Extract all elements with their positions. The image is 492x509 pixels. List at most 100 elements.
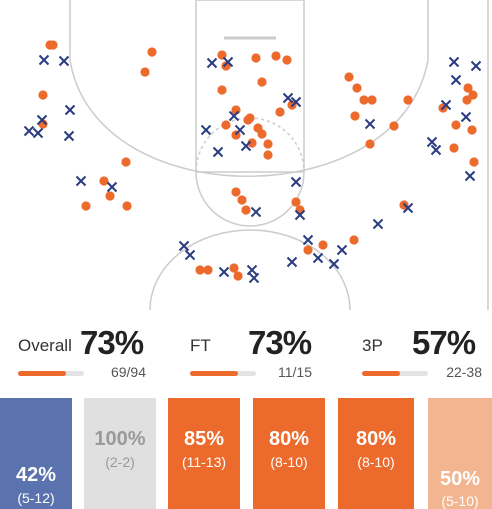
- missed-shot-marker: [250, 206, 262, 218]
- made-shot-marker: [147, 47, 157, 57]
- stat-bar: [190, 371, 256, 376]
- missed-shot-marker: [290, 96, 302, 108]
- missed-shot-marker: [234, 124, 246, 136]
- court-svg: [23, 0, 489, 310]
- stat-ft: FT 73% 11/15: [190, 322, 315, 382]
- missed-shot-marker: [212, 146, 224, 158]
- stat-label: FT: [190, 336, 211, 355]
- stat-label: Overall: [18, 336, 72, 355]
- made-shot-marker: [403, 95, 413, 105]
- made-shot-marker: [195, 265, 205, 275]
- made-shot-marker: [352, 83, 362, 93]
- stat-percentage: 73%: [80, 324, 144, 361]
- missed-shot-marker: [38, 54, 50, 66]
- stat-bar-fill: [190, 371, 238, 376]
- missed-shot-marker: [426, 136, 438, 148]
- missed-shot-marker: [184, 249, 196, 261]
- zone-tile: 50% (5-10): [428, 398, 492, 509]
- missed-shot-marker: [200, 124, 212, 136]
- missed-shots: [23, 54, 482, 284]
- made-shot-marker: [99, 176, 109, 186]
- missed-shot-marker: [106, 181, 118, 193]
- zone-ratio: (8-10): [357, 454, 395, 470]
- zone-percentage: 100%: [94, 428, 146, 450]
- missed-shot-marker: [248, 272, 260, 284]
- zone-tile: 80% (8-10): [338, 398, 414, 509]
- missed-shot-marker: [464, 170, 476, 182]
- made-shot-marker: [48, 40, 58, 50]
- zone-percentage: 80%: [355, 428, 397, 450]
- made-shot-marker: [359, 95, 369, 105]
- zone-ratio: (5-10): [441, 493, 479, 509]
- missed-shot-marker: [240, 140, 252, 152]
- missed-shot-marker: [228, 110, 240, 122]
- made-shot-marker: [221, 120, 231, 130]
- made-shot-marker: [81, 201, 91, 211]
- missed-shot-marker: [364, 118, 376, 130]
- made-shot-marker: [282, 55, 292, 65]
- made-shot-marker: [251, 53, 261, 63]
- made-shot-marker: [263, 150, 273, 160]
- made-shot-marker: [140, 67, 150, 77]
- missed-shot-marker: [448, 56, 460, 68]
- three-point-line: [69, 0, 429, 177]
- made-shot-marker: [367, 95, 377, 105]
- made-shot-marker: [122, 201, 132, 211]
- made-shot-marker: [365, 139, 375, 149]
- missed-shot-marker: [36, 114, 48, 126]
- made-shots: [38, 40, 479, 281]
- zone-tile: 42% (5-12): [0, 398, 72, 509]
- missed-shot-marker: [312, 252, 324, 264]
- made-shot-marker: [247, 138, 257, 148]
- zone-percentage: 80%: [268, 428, 310, 450]
- missed-shot-marker: [450, 74, 462, 86]
- made-shot-marker: [231, 187, 241, 197]
- made-shot-marker: [318, 240, 328, 250]
- missed-shot-marker: [64, 104, 76, 116]
- court-lines: [40, 0, 489, 310]
- missed-shot-marker: [178, 240, 190, 252]
- stat-ratio: 69/94: [110, 364, 146, 380]
- zone-ratio: (8-10): [270, 454, 308, 470]
- made-shot-marker: [468, 90, 478, 100]
- paint-box: [195, 0, 305, 173]
- stat-percentage: 57%: [412, 324, 476, 361]
- missed-shot-marker: [302, 234, 314, 246]
- zone-tile: 85% (11-13): [168, 398, 240, 509]
- made-shot-marker: [275, 107, 285, 117]
- made-shot-marker: [451, 120, 461, 130]
- zone-percentage: 42%: [15, 464, 57, 486]
- stat-bar: [362, 371, 428, 376]
- restricted-area-arc: [40, 0, 460, 71]
- stat-3p: 3P 57% 22-38: [362, 322, 487, 382]
- missed-shot-marker: [32, 127, 44, 139]
- free-throw-circle: [195, 171, 305, 227]
- stat-ratio: 22-38: [446, 364, 482, 380]
- stat-percentage: 73%: [248, 324, 312, 361]
- stat-label: 3P: [362, 336, 383, 355]
- zone-percentage: 85%: [183, 428, 225, 450]
- made-shot-marker: [291, 197, 301, 207]
- made-shot-marker: [303, 245, 313, 255]
- center-court-arc: [149, 229, 351, 310]
- missed-shot-marker: [430, 144, 442, 156]
- missed-shot-marker: [440, 99, 452, 111]
- zone-tile: 80% (8-10): [253, 398, 325, 509]
- made-shot-marker: [295, 205, 305, 215]
- missed-shot-marker: [294, 209, 306, 221]
- made-shot-marker: [469, 157, 479, 167]
- made-shot-marker: [105, 191, 115, 201]
- missed-shot-marker: [75, 175, 87, 187]
- made-shot-marker: [271, 51, 281, 61]
- made-shot-marker: [121, 157, 131, 167]
- stat-overall: Overall 73% 69/94: [18, 322, 146, 382]
- missed-shot-marker: [63, 130, 75, 142]
- missed-shot-marker: [246, 264, 258, 276]
- missed-shot-marker: [402, 202, 414, 214]
- made-shot-marker: [253, 123, 263, 133]
- made-shot-marker: [389, 121, 399, 131]
- zone-ratio: (2-2): [105, 454, 135, 470]
- missed-shot-marker: [206, 57, 218, 69]
- made-shot-marker: [257, 77, 267, 87]
- zone-ratio: (5-12): [17, 490, 55, 506]
